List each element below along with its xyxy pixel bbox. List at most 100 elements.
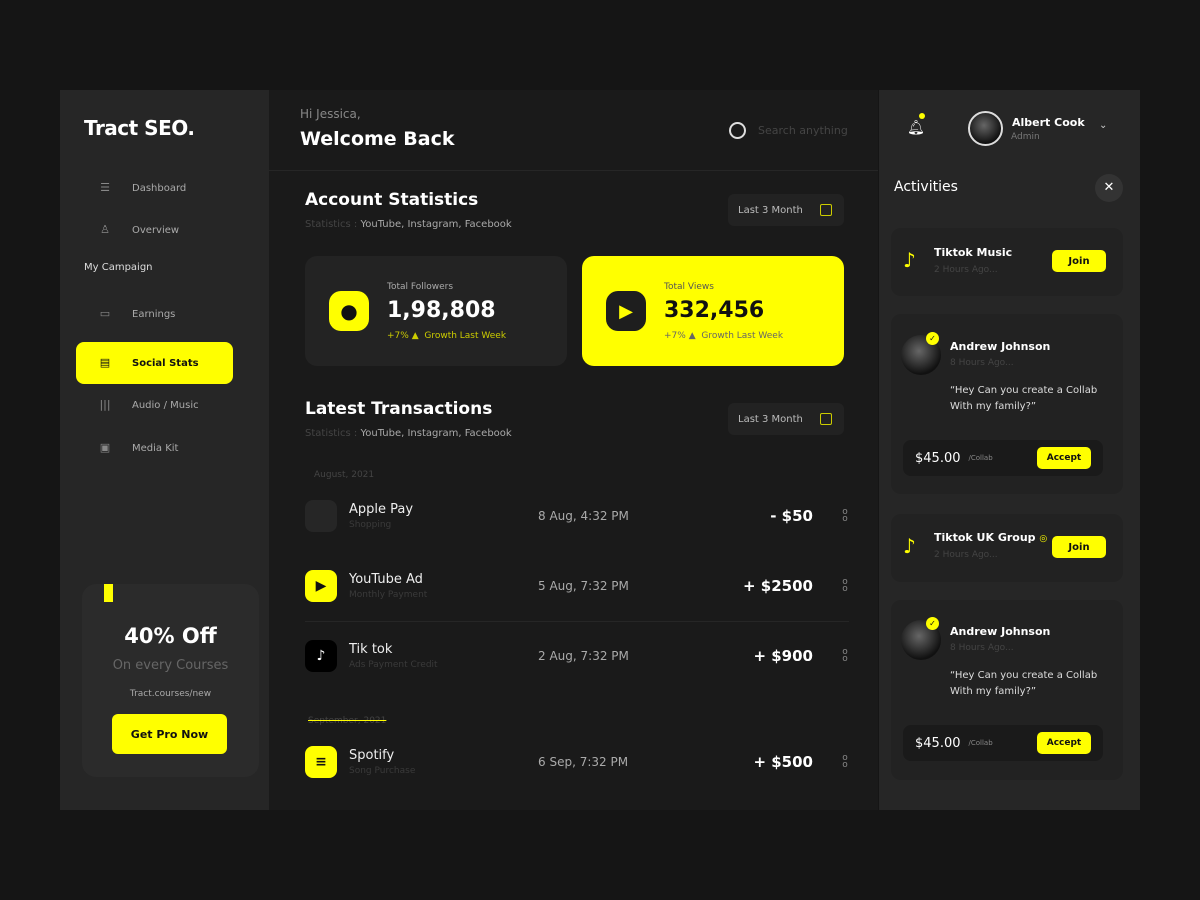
chevron-down-icon[interactable]: ⌄ bbox=[1099, 120, 1108, 131]
box-icon: ▣ bbox=[99, 441, 111, 454]
growth-percent: +7% bbox=[387, 330, 409, 341]
tx-name: YouTube Ad bbox=[349, 572, 423, 587]
promo-title: 40% Off bbox=[124, 624, 217, 648]
play-icon: ▶ bbox=[606, 291, 646, 331]
join-button[interactable]: Join bbox=[1052, 536, 1106, 558]
growth-text: Growth Last Week bbox=[701, 330, 784, 341]
tx-date: 6 Sep, 7:32 PM bbox=[538, 755, 629, 769]
wallet-icon: ▭ bbox=[99, 307, 111, 320]
price-unit: /Collab bbox=[968, 454, 993, 462]
sidebar: Tract SEO. ☰ Dashboard ♙ Overview My Campa… bbox=[60, 90, 269, 810]
sidebar-item-overview[interactable]: ♙ Overview bbox=[76, 209, 233, 251]
activity-item: ♪ Tiktok UK Group ◎ 2 Hours Ago... Join bbox=[891, 514, 1123, 582]
stat-value: 332,456 bbox=[664, 297, 765, 323]
promo-subtitle: On every Courses bbox=[112, 658, 229, 673]
table-row[interactable]: ≡ Spotify Song Purchase 6 Sep, 7:32 PM + $50… bbox=[305, 737, 849, 787]
logo: Tract SEO. bbox=[84, 116, 195, 140]
nav-label: Overview bbox=[132, 224, 180, 236]
activity-item: ♪ Tiktok Music 2 Hours Ago... Join bbox=[891, 228, 1123, 296]
search-input[interactable]: Search anything bbox=[758, 124, 848, 137]
tx-amount: + $900 bbox=[753, 647, 813, 665]
activity-title: Tiktok Music bbox=[934, 246, 1013, 259]
tiktok-icon: ♪ bbox=[903, 534, 916, 558]
table-row[interactable]: ▶ YouTube Ad Monthly Payment 5 Aug, 7:32 PM… bbox=[305, 561, 849, 611]
activity-name: Andrew Johnson bbox=[950, 340, 1051, 353]
range-label: Last 3 Month bbox=[738, 204, 803, 216]
date-range-dropdown[interactable]: Last 3 Month bbox=[728, 403, 844, 435]
nav-label: Audio / Music bbox=[132, 399, 199, 411]
sidebar-item-media-kit[interactable]: ▣ Media Kit bbox=[76, 427, 233, 469]
section-title: Account Statistics bbox=[305, 190, 479, 210]
user-role: Admin bbox=[1011, 132, 1040, 142]
tx-desc: Ads Payment Credit bbox=[349, 660, 438, 670]
promo-link[interactable]: Tract.courses/new bbox=[129, 689, 212, 699]
chat-icon: ▤ bbox=[99, 356, 111, 369]
verified-icon: ◎ bbox=[1039, 534, 1048, 544]
verified-icon: ✓ bbox=[926, 332, 939, 345]
join-button[interactable]: Join bbox=[1052, 250, 1106, 272]
nav-label: Social Stats bbox=[132, 357, 199, 369]
stat-card-followers: ● Total Followers 1,98,808 +7% ▲ Growth … bbox=[305, 256, 567, 366]
activity-title-text: Tiktok UK Group bbox=[934, 531, 1036, 544]
search-icon[interactable] bbox=[729, 122, 746, 139]
divider bbox=[269, 170, 878, 171]
calendar-icon bbox=[820, 413, 832, 425]
tx-date: 5 Aug, 7:32 PM bbox=[538, 579, 629, 593]
sidebar-item-dashboard[interactable]: ☰ Dashboard bbox=[76, 167, 233, 209]
section-label: My Campaign bbox=[84, 262, 153, 273]
spotify-icon: ≡ bbox=[305, 746, 337, 778]
activity-item: ✓ Andrew Johnson 8 Hours Ago... “Hey Can… bbox=[891, 600, 1123, 780]
table-row[interactable]: Apple Pay Shopping 8 Aug, 4:32 PM - $50 o o bbox=[305, 491, 849, 541]
tx-amount: - $50 bbox=[770, 507, 813, 525]
promo-decoration bbox=[104, 584, 113, 602]
growth-text: Growth Last Week bbox=[424, 330, 507, 341]
activity-message: “Hey Can you create a Collab With my fam… bbox=[950, 670, 1098, 697]
accept-button[interactable]: Accept bbox=[1037, 732, 1091, 754]
activities-panel: 🔔︎ Albert Cook Admin ⌄ Activities ✕ ♪ Ti… bbox=[879, 90, 1140, 810]
user-icon: ♙ bbox=[100, 223, 110, 236]
sub-value: YouTube, Instagram, Facebook bbox=[360, 219, 512, 230]
bell-icon[interactable]: 🔔︎ bbox=[907, 120, 925, 136]
tiktok-icon: ♪ bbox=[305, 640, 337, 672]
tx-name: Apple Pay bbox=[349, 502, 414, 517]
get-pro-button[interactable]: Get Pro Now bbox=[112, 714, 227, 754]
nav-label: Media Kit bbox=[132, 442, 179, 454]
waveform-icon: ||| bbox=[99, 398, 111, 411]
sliders-icon: ☰ bbox=[100, 181, 110, 194]
sub-label: Statistics : bbox=[305, 219, 358, 230]
section-title: Latest Transactions bbox=[305, 399, 493, 419]
tx-desc: Monthly Payment bbox=[349, 590, 428, 600]
tiktok-icon: ♪ bbox=[903, 248, 916, 272]
avatar[interactable] bbox=[968, 111, 1003, 146]
activity-time: 2 Hours Ago... bbox=[934, 265, 998, 275]
price-bar: $45.00 /Collab Accept bbox=[903, 440, 1103, 476]
promo-card: 40% Off On every Courses Tract.courses/n… bbox=[82, 584, 259, 777]
divider bbox=[305, 621, 849, 622]
table-row[interactable]: ♪ Tik tok Ads Payment Credit 2 Aug, 7:32 PM… bbox=[305, 631, 849, 681]
nav-label: Earnings bbox=[132, 308, 176, 320]
tx-date: 2 Aug, 7:32 PM bbox=[538, 649, 629, 663]
close-icon[interactable]: ✕ bbox=[1095, 174, 1123, 202]
activity-name: Andrew Johnson bbox=[950, 625, 1051, 638]
sidebar-item-earnings[interactable]: ▭ Earnings bbox=[76, 293, 233, 335]
section-subtitle: Statistics : YouTube, Instagram, Faceboo… bbox=[305, 428, 512, 439]
group-label: August, 2021 bbox=[314, 470, 375, 480]
activities-title: Activities bbox=[894, 179, 958, 195]
activity-message: “Hey Can you create a Collab With my fam… bbox=[950, 385, 1098, 412]
sidebar-item-social-stats[interactable]: ▤ Social Stats bbox=[76, 342, 233, 384]
tx-amount: + $2500 bbox=[743, 577, 813, 595]
accept-button[interactable]: Accept bbox=[1037, 447, 1091, 469]
tx-date: 8 Aug, 4:32 PM bbox=[538, 509, 629, 523]
tx-desc: Song Purchase bbox=[349, 766, 416, 776]
stat-label: Total Views bbox=[664, 281, 714, 292]
tx-name: Spotify bbox=[349, 748, 395, 763]
activity-item: ✓ Andrew Johnson 8 Hours Ago... “Hey Can… bbox=[891, 314, 1123, 494]
date-range-dropdown[interactable]: Last 3 Month bbox=[728, 194, 844, 226]
sidebar-item-audio-music[interactable]: ||| Audio / Music bbox=[76, 384, 233, 426]
apple-icon bbox=[305, 500, 337, 532]
group-label: September, 2021 bbox=[308, 716, 387, 726]
